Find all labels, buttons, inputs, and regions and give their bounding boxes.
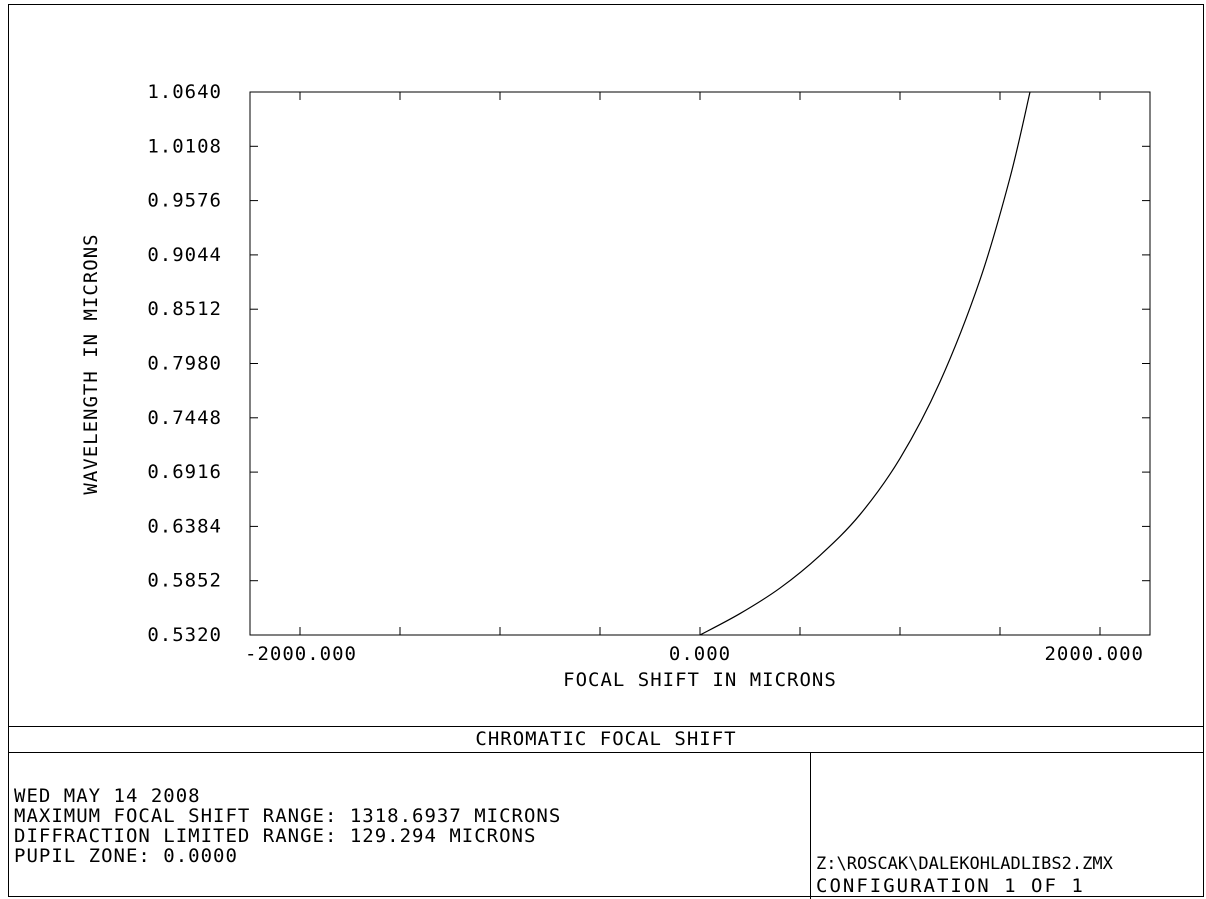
x-tick-label: 0.000	[669, 643, 731, 665]
configuration-label: CONFIGURATION 1 OF 1	[816, 875, 1085, 897]
y-tick-label: 0.9576	[147, 190, 222, 212]
chart-title: CHROMATIC FOCAL SHIFT	[8, 726, 1204, 753]
info-max-range: MAXIMUM FOCAL SHIFT RANGE: 1318.6937 MIC…	[14, 805, 562, 827]
y-tick-labels: 0.5320 0.5852 0.6384 0.6916 0.7448 0.7980 0.85…	[147, 81, 222, 646]
file-panel: Z:\ROSCAK\DALEKOHLADLIBS2.ZMX CONFIGURATI…	[816, 853, 1204, 897]
y-tick-label: 1.0640	[147, 81, 222, 103]
y-tick-label: 0.7980	[147, 353, 222, 375]
y-tick-label: 0.6916	[147, 461, 222, 483]
x-tick-labels: -2000.000 0.000 2000.000	[245, 643, 1144, 665]
plot-area	[249, 91, 1151, 636]
info-pupil-zone: PUPIL ZONE: 0.0000	[14, 845, 238, 867]
x-axis-label: FOCAL SHIFT IN MICRONS	[563, 669, 837, 691]
focal-shift-curve	[699, 91, 1031, 636]
x-tick-label: -2000.000	[245, 643, 357, 665]
y-axis-label: WAVELENGTH IN MICRONS	[80, 233, 102, 494]
plot-frame	[8, 4, 1204, 897]
y-tick-label: 0.8512	[147, 298, 222, 320]
y-tick-label: 0.5320	[147, 624, 222, 646]
info-divider	[810, 753, 811, 899]
info-date: WED MAY 14 2008	[14, 785, 201, 807]
x-tick-label: 2000.000	[1044, 643, 1144, 665]
info-panel: WED MAY 14 2008 MAXIMUM FOCAL SHIFT RANGE…	[14, 786, 804, 866]
y-tick-label: 0.6384	[147, 515, 222, 537]
y-tick-label: 0.9044	[147, 244, 222, 266]
y-tick-label: 0.5852	[147, 570, 222, 592]
file-path: Z:\ROSCAK\DALEKOHLADLIBS2.ZMX	[816, 854, 1113, 874]
info-diffraction-range: DIFFRACTION LIMITED RANGE: 129.294 MICRO…	[14, 825, 537, 847]
tick-marks	[250, 91, 1150, 636]
y-tick-label: 0.7448	[147, 407, 222, 429]
y-tick-label: 1.0108	[147, 135, 222, 157]
